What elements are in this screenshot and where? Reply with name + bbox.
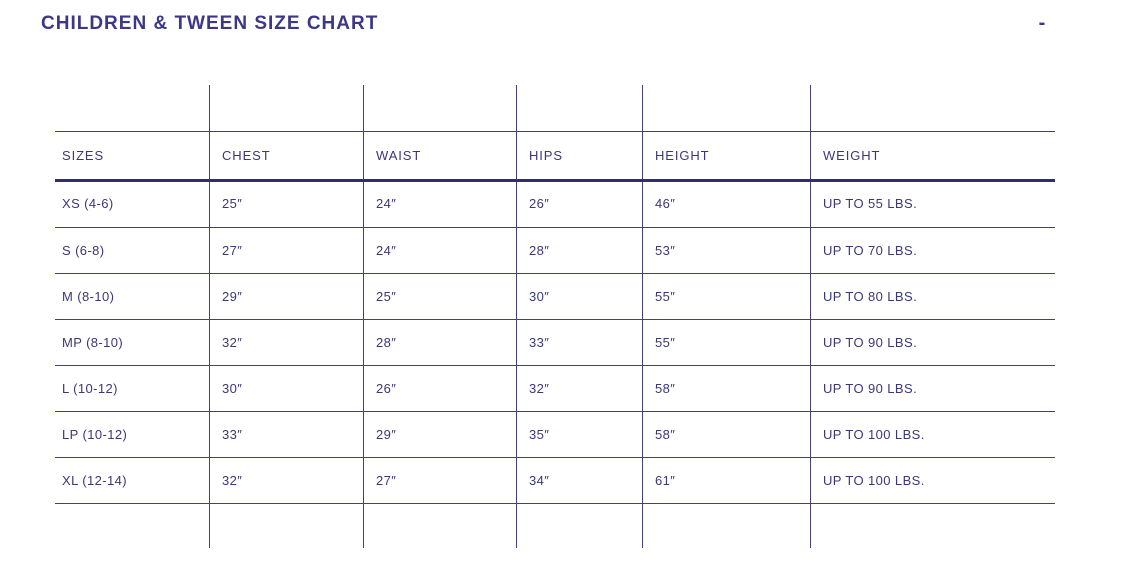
- column-header-hips: HIPS: [529, 148, 563, 163]
- table-row: XL (12-14) 32″ 27″ 34″ 61″ UP TO 100 LBS.: [55, 457, 1055, 503]
- table-cell: 25″: [222, 195, 243, 211]
- column-header-weight: WEIGHT: [823, 148, 881, 163]
- table-row: XS (4-6) 25″ 24″ 26″ 46″ UP TO 55 LBS.: [55, 180, 1055, 226]
- table-cell: 32″: [529, 380, 550, 396]
- table-cell: 55″: [655, 288, 676, 304]
- table-cell: UP TO 100 LBS.: [823, 426, 925, 442]
- table-cell: 28″: [376, 334, 397, 350]
- column-divider: [810, 85, 811, 548]
- table-cell: 27″: [222, 242, 243, 258]
- table-row: M (8-10) 29″ 25″ 30″ 55″ UP TO 80 LBS.: [55, 273, 1055, 319]
- table-cell: 55″: [655, 334, 676, 350]
- table-cell: LP (10-12): [62, 426, 128, 442]
- table-cell: 29″: [376, 426, 397, 442]
- table-cell: 26″: [376, 380, 397, 396]
- table-row: L (10-12) 30″ 26″ 32″ 58″ UP TO 90 LBS.: [55, 365, 1055, 411]
- table-cell: 27″: [376, 472, 397, 488]
- row-divider: [55, 319, 1055, 320]
- table-cell: M (8-10): [62, 288, 115, 304]
- row-divider: [55, 365, 1055, 366]
- table-cell: S (6-8): [62, 242, 105, 258]
- table-cell: MP (8-10): [62, 334, 124, 350]
- table-cell: UP TO 80 LBS.: [823, 288, 918, 304]
- table-row: MP (8-10) 32″ 28″ 33″ 55″ UP TO 90 LBS.: [55, 319, 1055, 365]
- column-header-waist: WAIST: [376, 148, 422, 163]
- table-cell: UP TO 100 LBS.: [823, 472, 925, 488]
- header-underline: [55, 179, 1055, 182]
- table-cell: XS (4-6): [62, 195, 114, 211]
- table-cell: 35″: [529, 426, 550, 442]
- table-cell: 33″: [529, 334, 550, 350]
- row-divider: [55, 227, 1055, 228]
- table-cell: UP TO 55 LBS.: [823, 195, 918, 211]
- column-divider: [363, 85, 364, 548]
- row-divider: [55, 411, 1055, 412]
- column-header-height: HEIGHT: [655, 148, 710, 163]
- column-divider: [209, 85, 210, 548]
- column-header-sizes: SIZES: [62, 148, 105, 163]
- column-header-chest: CHEST: [222, 148, 271, 163]
- table-cell: 58″: [655, 380, 676, 396]
- page-title: CHILDREN & TWEEN SIZE CHART: [41, 13, 379, 34]
- row-divider: [55, 457, 1055, 458]
- table-cell: 26″: [529, 195, 550, 211]
- table-row: S (6-8) 27″ 24″ 28″ 53″ UP TO 70 LBS.: [55, 227, 1055, 273]
- table-cell: 29″: [222, 288, 243, 304]
- table-cell: 58″: [655, 426, 676, 442]
- row-divider: [55, 273, 1055, 274]
- table-cell: 32″: [222, 334, 243, 350]
- table-cell: 30″: [529, 288, 550, 304]
- table-cell: UP TO 70 LBS.: [823, 242, 918, 258]
- table-cell: 24″: [376, 242, 397, 258]
- table-cell: 46″: [655, 195, 676, 211]
- column-divider: [516, 85, 517, 548]
- table-cell: L (10-12): [62, 380, 118, 396]
- row-divider: [55, 503, 1055, 504]
- table-cell: 53″: [655, 242, 676, 258]
- table-row: LP (10-12) 33″ 29″ 35″ 58″ UP TO 100 LBS.: [55, 411, 1055, 457]
- table-cell: 25″: [376, 288, 397, 304]
- column-divider: [642, 85, 643, 548]
- row-divider: [55, 131, 1055, 132]
- table-cell: UP TO 90 LBS.: [823, 334, 918, 350]
- table-header-row: SIZES CHEST WAIST HIPS HEIGHT WEIGHT: [55, 131, 1055, 180]
- table-cell: UP TO 90 LBS.: [823, 380, 918, 396]
- table-cell: 33″: [222, 426, 243, 442]
- table-cell: 32″: [222, 472, 243, 488]
- collapse-minus-icon[interactable]: -: [1038, 12, 1046, 34]
- table-cell: 28″: [529, 242, 550, 258]
- table-cell: 34″: [529, 472, 550, 488]
- table-cell: 61″: [655, 472, 676, 488]
- table-cell: 24″: [376, 195, 397, 211]
- table-cell: 30″: [222, 380, 243, 396]
- size-chart-table: SIZES CHEST WAIST HIPS HEIGHT WEIGHT XS (4-6)…: [55, 85, 1055, 548]
- table-cell: XL (12-14): [62, 472, 127, 488]
